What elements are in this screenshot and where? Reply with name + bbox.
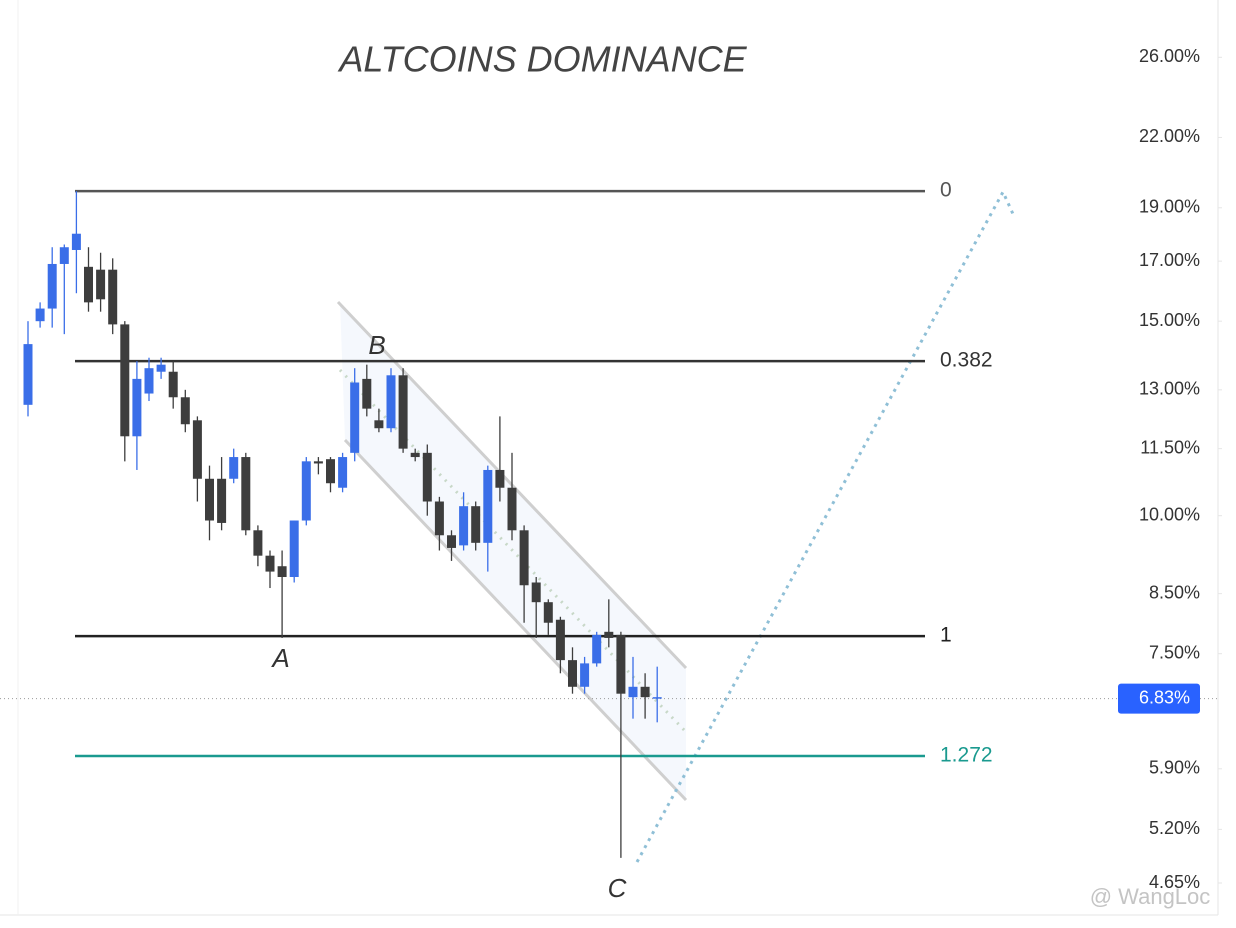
candle-body xyxy=(495,469,505,488)
y-tick-label: 22.00% xyxy=(1139,126,1200,146)
candle-body xyxy=(447,535,456,548)
candle-body xyxy=(374,420,384,429)
candle-body xyxy=(168,371,178,398)
candle-body xyxy=(507,487,517,531)
y-tick-label: 17.00% xyxy=(1139,250,1200,270)
candle-body xyxy=(471,506,481,543)
candle-body xyxy=(277,566,287,578)
y-tick-label: 8.50% xyxy=(1149,582,1200,602)
y-tick-label: 4.65% xyxy=(1149,872,1200,892)
candle-body xyxy=(362,378,372,409)
wave-label: A xyxy=(270,643,289,673)
wave-label: C xyxy=(608,873,627,903)
y-tick-label: 5.20% xyxy=(1149,818,1200,838)
candle-body xyxy=(459,506,469,546)
chart-title: ALTCOINS DOMINANCE xyxy=(337,39,747,80)
candle-body xyxy=(410,452,420,458)
candle-body xyxy=(132,378,142,437)
candle-body xyxy=(229,457,239,479)
candle-body xyxy=(483,469,493,543)
wave-label: B xyxy=(368,330,385,360)
candle-body xyxy=(398,375,408,449)
current-price-label: 6.83% xyxy=(1139,687,1190,707)
fib-label: 0.382 xyxy=(940,349,993,372)
candle-body xyxy=(326,459,335,484)
candle-body xyxy=(120,324,130,437)
candle-body xyxy=(265,555,275,572)
y-tick-label: 7.50% xyxy=(1149,642,1200,662)
current-price-box xyxy=(1118,683,1200,714)
candle-body xyxy=(628,686,638,698)
candle-body xyxy=(289,520,299,578)
candle-body xyxy=(301,461,311,521)
candle-body xyxy=(35,308,45,322)
candle-body xyxy=(108,269,118,325)
candle-body xyxy=(205,478,214,521)
candle-body xyxy=(217,478,227,523)
candle-body xyxy=(652,697,662,699)
candle-body xyxy=(313,461,323,464)
candle-body xyxy=(519,530,529,586)
candle-body xyxy=(580,663,590,687)
y-tick-label: 5.90% xyxy=(1149,758,1200,778)
channel-lower xyxy=(343,438,688,802)
candle-body xyxy=(604,631,614,638)
y-tick-label: 13.00% xyxy=(1139,379,1200,399)
candle-body xyxy=(386,375,396,429)
channel-fill xyxy=(340,302,686,800)
watermark: @ WangLoc xyxy=(1090,884,1211,909)
candle-body xyxy=(543,602,553,623)
candle-body xyxy=(156,364,166,372)
candle-body xyxy=(59,247,69,264)
candle-body xyxy=(96,269,106,300)
y-tick-label: 19.00% xyxy=(1139,197,1200,217)
candle-body xyxy=(241,457,251,531)
candle-body xyxy=(338,457,348,488)
y-tick-label: 26.00% xyxy=(1139,46,1200,66)
candle-body xyxy=(180,397,190,425)
candle-body xyxy=(144,368,154,394)
fib-label: 1 xyxy=(940,624,952,647)
candle-body xyxy=(71,233,81,250)
candle-body xyxy=(616,634,626,694)
y-tick-label: 11.50% xyxy=(1140,437,1200,457)
candle-body xyxy=(434,501,444,536)
y-tick-label: 15.00% xyxy=(1139,310,1200,330)
candle-body xyxy=(23,344,33,405)
candle-body xyxy=(350,382,360,453)
candle-body xyxy=(47,263,57,309)
candle-body xyxy=(253,530,263,556)
fib-label: 1.272 xyxy=(940,744,993,767)
candle-body xyxy=(531,582,541,603)
candle-body xyxy=(84,266,93,303)
fib-label: 0 xyxy=(940,179,952,202)
channel-middle xyxy=(338,368,688,734)
candle-body xyxy=(555,619,565,661)
candle-body xyxy=(192,420,202,479)
candle-body xyxy=(568,660,577,687)
candle-body xyxy=(640,686,650,698)
candle-body xyxy=(422,452,432,502)
candle-body xyxy=(592,634,602,664)
y-tick-label: 10.00% xyxy=(1139,504,1200,524)
